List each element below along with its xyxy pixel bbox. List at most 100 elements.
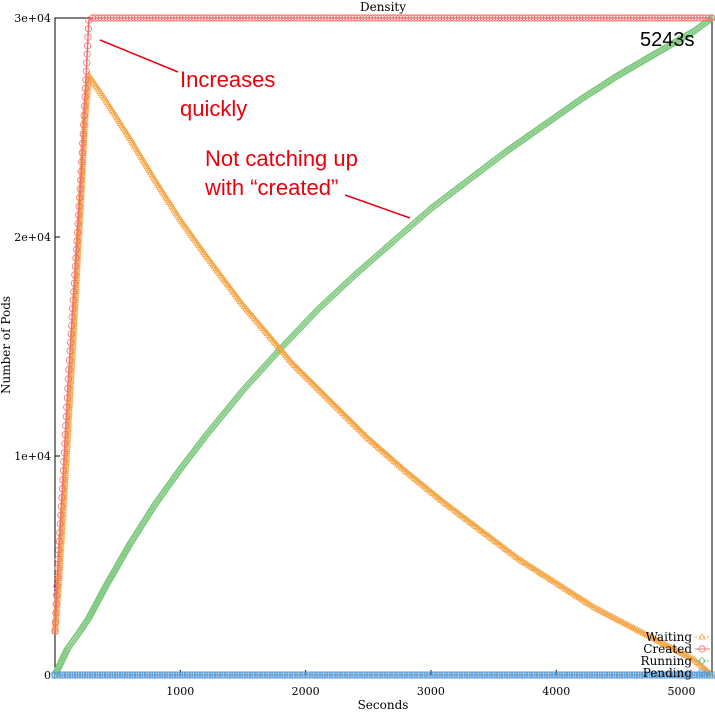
data-point-created [85, 16, 93, 24]
data-point-waiting [387, 454, 395, 461]
data-point-waiting [364, 434, 372, 441]
data-point-waiting [337, 408, 346, 415]
data-point-waiting [316, 386, 324, 393]
data-point-waiting [323, 394, 332, 401]
data-point-created [56, 520, 64, 528]
legend-label-created: Created [643, 642, 692, 656]
data-point-created [81, 102, 89, 110]
data-point-created [59, 476, 67, 484]
data-point-created [53, 591, 61, 599]
y-tick-label: 2e+04 [14, 231, 51, 244]
data-point-created [60, 449, 68, 457]
data-point-waiting [398, 464, 407, 471]
data-point-created [81, 93, 89, 101]
data-point-waiting [698, 662, 706, 670]
data-point-created [68, 313, 76, 321]
data-point-waiting [397, 463, 405, 470]
data-point-created [66, 347, 74, 355]
data-point-created [65, 366, 73, 374]
data-point-waiting [306, 377, 315, 384]
data-point-waiting [297, 367, 305, 375]
data-point-waiting [294, 364, 302, 372]
data-point-created [77, 167, 85, 175]
data-point-created [58, 485, 67, 493]
data-point-waiting [333, 403, 341, 410]
y-axis-title: Number of Pods [0, 296, 13, 394]
annotation-1-pointer [99, 39, 179, 73]
data-point-waiting [305, 375, 313, 382]
data-point-waiting [352, 422, 360, 429]
data-point-created [52, 609, 60, 617]
data-point-created [57, 511, 65, 519]
data-point-waiting [690, 655, 698, 663]
series-created [51, 14, 715, 635]
annotation-1-line-2: quickly [180, 96, 247, 121]
data-point-waiting [322, 392, 330, 399]
data-point-waiting [376, 444, 384, 451]
data-point-created [61, 440, 69, 448]
data-point-waiting [400, 466, 408, 473]
data-point-created [78, 158, 86, 166]
data-point-created [57, 502, 66, 510]
data-point-created [64, 384, 72, 393]
series-line-created [54, 17, 712, 632]
annotation-2-pointer [344, 194, 411, 219]
data-point-created [59, 467, 68, 475]
annotation-increases-quickly: Increases quickly [99, 39, 275, 121]
data-point-created [63, 394, 71, 402]
data-point-waiting [344, 414, 352, 421]
y-axis-ticks: 0 1e+04 2e+04 3e+04 [14, 12, 60, 682]
data-point-created [83, 59, 91, 67]
data-point-waiting [692, 657, 700, 664]
data-point-created [69, 305, 77, 313]
data-point-created [64, 375, 73, 383]
data-point-waiting [369, 438, 377, 446]
data-point-waiting [336, 406, 344, 413]
data-point-created [69, 296, 77, 304]
x-tick-label: 4000 [542, 685, 570, 698]
data-point-waiting [301, 372, 310, 379]
data-point-created [73, 237, 81, 245]
data-point-created [72, 245, 81, 254]
data-point-waiting [311, 381, 319, 389]
x-tick-label: 1000 [166, 685, 194, 698]
annotation-1-line-1: Increases [180, 67, 275, 92]
data-point-waiting [348, 419, 357, 426]
data-point-waiting [371, 440, 379, 447]
data-point-waiting [358, 428, 366, 435]
data-point-waiting [359, 430, 368, 437]
y-tick-label: 1e+04 [14, 450, 51, 463]
data-point-created [79, 130, 87, 138]
data-point-created [60, 458, 68, 466]
data-point-created [67, 330, 75, 338]
data-point-created [70, 288, 78, 296]
data-point-waiting [374, 443, 382, 450]
data-point-waiting [367, 437, 376, 444]
data-point-waiting [355, 425, 363, 432]
data-point-waiting [341, 411, 349, 418]
data-point-created [71, 271, 79, 279]
data-point-created [62, 412, 70, 421]
data-point-waiting [292, 363, 300, 370]
data-point-created [53, 582, 61, 590]
data-point-waiting [314, 385, 322, 392]
data-point-waiting [303, 374, 311, 381]
annotation-not-catching-up: Not catching up with “created” [204, 146, 411, 219]
legend-marker-created [698, 645, 706, 653]
data-point-waiting [701, 665, 710, 672]
legend-marker-waiting [698, 633, 706, 640]
x-tick-label: 2000 [292, 685, 320, 698]
data-point-waiting [393, 460, 402, 467]
data-point-created [56, 529, 64, 537]
data-point-waiting [390, 457, 399, 464]
data-point-created [76, 185, 84, 193]
data-point-created [74, 220, 82, 228]
data-point-created [54, 564, 62, 572]
data-point-waiting [356, 426, 365, 434]
data-point-waiting [320, 391, 329, 398]
data-point-created [62, 422, 70, 430]
data-point-waiting [308, 378, 316, 386]
data-point-waiting [317, 388, 325, 395]
data-point-waiting [289, 360, 297, 367]
